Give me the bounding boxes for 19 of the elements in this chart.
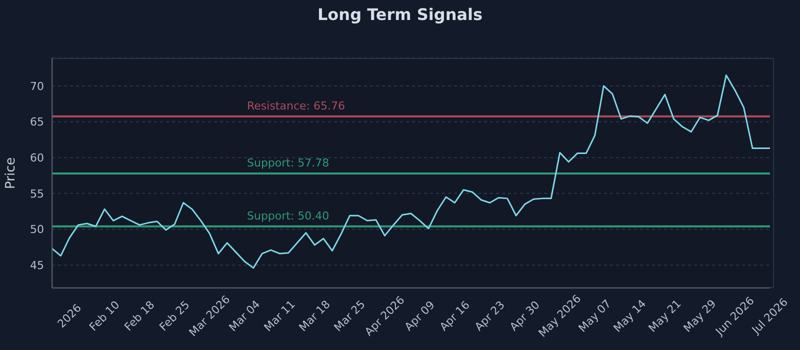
y-tick-label: 45 [30, 258, 44, 272]
x-tick-label: Apr 16 [437, 298, 472, 334]
x-tick-label: Feb 18 [122, 298, 158, 334]
x-tick-label: Mar 18 [296, 298, 333, 334]
y-tick-label: 55 [30, 187, 44, 200]
ref-line-label: Support: 50.40 [247, 209, 330, 222]
x-tick-label: Mar 11 [262, 298, 298, 334]
y-tick-label: 65 [30, 116, 44, 129]
x-tick-label: Apr 09 [402, 298, 438, 334]
y-axis-title: Price [4, 157, 19, 189]
y-tick-label: 60 [30, 152, 44, 164]
y-tick-label: 70 [30, 80, 44, 93]
ref-line-label: Resistance: 65.76 [247, 99, 345, 112]
ref-line-label: Support: 57.78 [247, 156, 330, 170]
line-series [51, 74, 771, 269]
x-tick-label: Feb 10 [86, 298, 122, 334]
x-tick-label: Apr 23 [472, 298, 508, 334]
y-tick-label: 50 [30, 223, 44, 236]
chart-title: Long Term Signals [316, 5, 484, 24]
